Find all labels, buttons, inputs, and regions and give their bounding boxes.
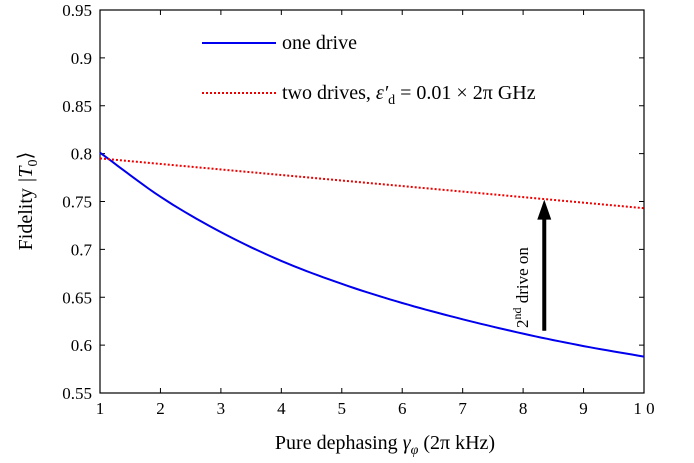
- annotation-arrow-head: [537, 199, 552, 220]
- y-axis-title-sub: 0: [26, 159, 41, 166]
- y-axis-title-state: |T: [15, 165, 37, 183]
- x-tick-label: 3: [217, 399, 226, 418]
- annotation-text: 2nd drive on: [510, 247, 532, 328]
- x-tick-label: 8: [519, 399, 528, 418]
- legend-label-one-drive: one drive: [282, 32, 357, 54]
- y-tick-label: 0.8: [71, 145, 92, 164]
- annotation-2nd-drive: 2nd drive on: [510, 199, 552, 331]
- legend-two-symbol: ε′: [376, 82, 389, 104]
- legend-label-two-drives: two drives, ε′d = 0.01 × 2π GHz: [282, 82, 536, 108]
- y-tick-label: 0.65: [62, 288, 92, 307]
- x-tick-label: 1 0: [633, 399, 654, 418]
- x-axis-title-sub: φ: [411, 443, 419, 458]
- y-tick-label: 0.6: [71, 336, 92, 355]
- x-tick-label: 1: [96, 399, 105, 418]
- legend: one drive two drives, ε′d = 0.01 × 2π GH…: [202, 32, 536, 108]
- x-tick-label: 5: [338, 399, 347, 418]
- legend-two-sub: d: [388, 93, 395, 108]
- x-tick-label: 4: [277, 399, 286, 418]
- y-axis-title: Fidelity |T0⟩: [15, 152, 41, 251]
- x-axis-title: Pure dephasing γφ (2π kHz): [275, 432, 495, 458]
- annotation-sup: nd: [510, 308, 524, 320]
- series-line-two-drives: [99, 157, 645, 210]
- legend-two-rest: = 0.01 × 2π GHz: [395, 82, 536, 104]
- y-tick-label: 0.55: [62, 384, 92, 403]
- annotation-rest: drive on: [513, 247, 532, 308]
- y-axis-title-text: Fidelity: [15, 183, 37, 250]
- axis-ticks: 1 2 3 4 5 6 7 8 9 1 0 0.55 0.6 0.65 0.7 0.75 0.8 0.85 0.9…: [62, 1, 654, 418]
- y-tick-label: 0.9: [71, 49, 92, 68]
- y-tick-label: 0.95: [62, 1, 92, 20]
- y-tick-label: 0.75: [62, 193, 92, 212]
- y-tick-label: 0.7: [71, 240, 93, 259]
- x-axis-title-unit: (2π kHz): [418, 432, 495, 454]
- x-axis-title-text: Pure dephasing: [275, 432, 403, 454]
- x-tick-label: 6: [398, 399, 407, 418]
- y-axis-title-close: ⟩: [15, 152, 37, 160]
- y-tick-label: 0.85: [62, 97, 92, 116]
- series-line-one-drive: [99, 151, 645, 358]
- legend-two-text: two drives,: [282, 82, 376, 104]
- series-lines: [99, 151, 645, 358]
- x-tick-label: 9: [579, 399, 588, 418]
- x-tick-label: 7: [458, 399, 467, 418]
- annotation-base: 2: [513, 320, 532, 329]
- x-tick-label: 2: [156, 399, 165, 418]
- x-axis-title-symbol: γ: [403, 432, 412, 454]
